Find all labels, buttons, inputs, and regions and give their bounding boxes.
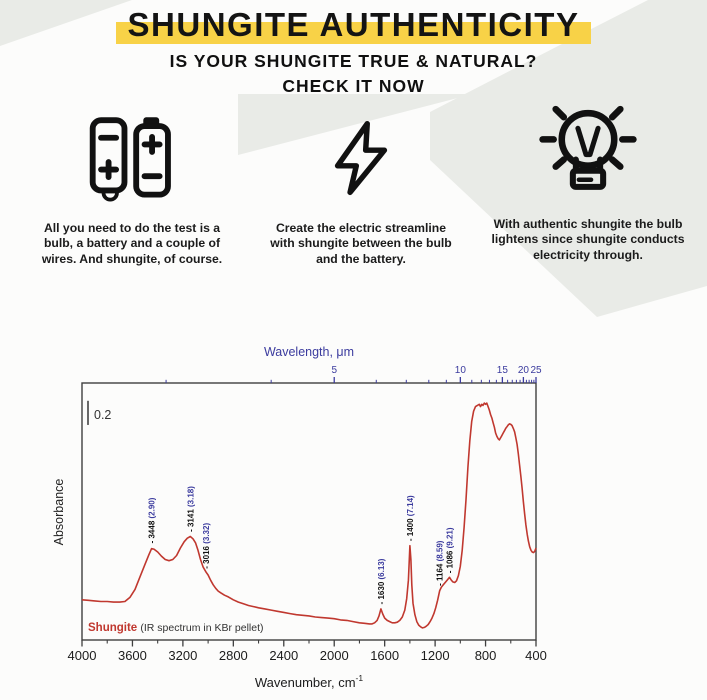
peak-label: - 1630 (6.13)	[377, 558, 386, 604]
top-tick-label: 20	[518, 365, 530, 376]
peak-label: - 1086 (9.21)	[446, 527, 455, 573]
step-battery-text: All you need to do the test is a bulb, a…	[41, 221, 223, 266]
x-tick-label: 400	[525, 648, 547, 663]
step-lightning: Create the electric streamline with shun…	[255, 100, 467, 267]
x-tick-label: 1200	[421, 648, 450, 663]
peak-label: - 3448 (2.90)	[148, 497, 157, 543]
page-subtitle: IS YOUR SHUNGITE TRUE & NATURAL? CHECK I…	[0, 49, 707, 100]
step-bulb: With authentic shungite the bulb lighten…	[482, 96, 694, 263]
bulb-icon	[482, 96, 694, 204]
x-tick-label: 1600	[370, 648, 399, 663]
peak-label: - 3016 (3.32)	[202, 523, 211, 569]
y-axis-title: Absorbance	[52, 479, 66, 546]
top-tick-label: 10	[455, 365, 467, 376]
x-tick-label: 800	[475, 648, 497, 663]
x-tick-label: 2800	[219, 648, 248, 663]
ir-spectrum-chart: 4000 3600 3200 2800 2400 2000 1600 1200 800 400 5 1…	[0, 340, 707, 700]
scale-bar-label: 0.2	[94, 408, 111, 422]
top-tick-label: 25	[530, 365, 542, 376]
step-lightning-text: Create the electric streamline with shun…	[270, 221, 452, 266]
top-tick-label: 5	[331, 365, 337, 376]
x-tick-label: 2000	[320, 648, 349, 663]
x-tick-label: 3600	[118, 648, 147, 663]
lightning-icon	[255, 100, 467, 208]
peak-label: - 1400 (7.14)	[406, 495, 415, 541]
subtitle-line-2: CHECK IT NOW	[282, 76, 425, 97]
step-battery: All you need to do the test is a bulb, a…	[26, 100, 238, 267]
top-axis-title: Wavelength, μm	[264, 345, 354, 359]
page-title: SHUNGITE AUTHENTICITY	[115, 6, 592, 44]
peak-label: - 1164 (8.59)	[436, 540, 445, 586]
peak-label: - 3141 (3.18)	[186, 486, 195, 532]
top-tick-label: 15	[497, 365, 509, 376]
x-tick-label: 3200	[168, 648, 197, 663]
spectrum-curve	[81, 402, 537, 629]
x-axis-title: Wavenumber, cm-1	[255, 673, 364, 690]
header: SHUNGITE AUTHENTICITY	[0, 6, 707, 44]
x-tick-label: 4000	[68, 648, 97, 663]
battery-icon	[26, 100, 238, 208]
step-bulb-text: With authentic shungite the bulb lighten…	[491, 217, 685, 262]
legend: Shungite (IR spectrum in KBr pellet)	[88, 622, 264, 634]
subtitle-line-1: IS YOUR SHUNGITE TRUE & NATURAL?	[169, 51, 538, 71]
ir-spectrum-svg: 4000 3600 3200 2800 2400 2000 1600 1200 800 400 5 1…	[52, 345, 547, 690]
x-tick-label: 2400	[269, 648, 298, 663]
